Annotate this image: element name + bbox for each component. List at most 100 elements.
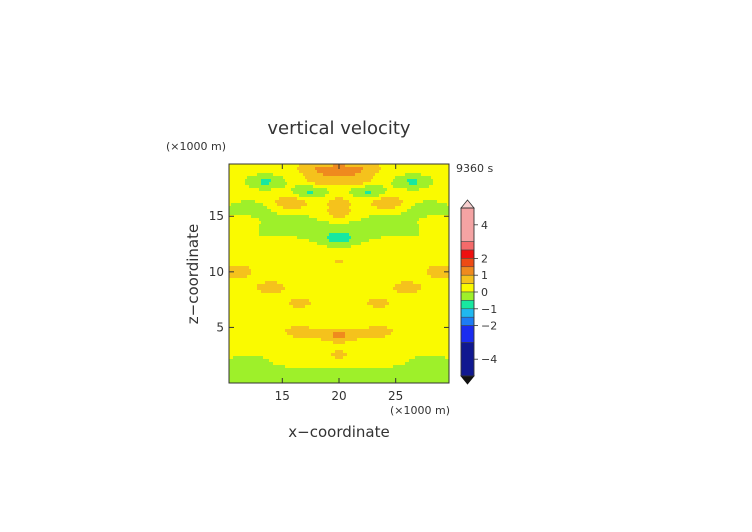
field-cell <box>447 170 450 174</box>
field-cell <box>381 281 384 285</box>
field-cell <box>273 185 276 189</box>
field-cell <box>317 278 320 282</box>
field-cell <box>289 176 292 180</box>
field-cell <box>327 260 330 264</box>
field-cell <box>243 191 246 195</box>
field-cell <box>409 176 412 180</box>
field-cell <box>287 206 290 210</box>
field-cell <box>429 194 432 198</box>
field-cell <box>421 212 424 216</box>
field-cell <box>423 263 426 267</box>
field-cell <box>263 299 266 303</box>
field-cell <box>417 269 420 273</box>
field-cell <box>299 239 302 243</box>
field-cell <box>277 194 280 198</box>
field-cell <box>367 191 370 195</box>
field-cell <box>283 224 286 228</box>
field-cell <box>355 239 358 243</box>
field-cell <box>245 185 248 189</box>
field-cell <box>353 296 356 300</box>
field-cell <box>409 284 412 288</box>
field-cell <box>409 218 412 222</box>
field-cell <box>339 191 342 195</box>
field-cell <box>273 254 276 258</box>
field-cell <box>431 215 434 219</box>
field-cell <box>351 236 354 240</box>
field-cell <box>447 167 450 171</box>
field-cell <box>409 212 412 216</box>
field-cell <box>265 278 268 282</box>
field-cell <box>315 245 318 249</box>
field-cell <box>311 236 314 240</box>
field-cell <box>357 185 360 189</box>
field-cell <box>247 197 250 201</box>
field-cell <box>389 269 392 273</box>
field-cell <box>261 287 264 291</box>
field-cell <box>229 296 232 300</box>
field-cell <box>271 257 274 261</box>
field-cell <box>329 296 332 300</box>
field-cell <box>373 281 376 285</box>
field-cell <box>245 167 248 171</box>
field-cell <box>275 239 278 243</box>
field-cell <box>319 176 322 180</box>
field-cell <box>345 251 348 255</box>
field-cell <box>313 182 316 186</box>
field-cell <box>433 191 436 195</box>
field-cell <box>271 182 274 186</box>
field-cell <box>237 278 240 282</box>
field-cell <box>311 230 314 234</box>
field-cell <box>351 182 354 186</box>
field-cell <box>297 257 300 261</box>
field-cell <box>287 167 290 171</box>
field-cell <box>243 245 246 249</box>
field-cell <box>409 281 412 285</box>
field-cell <box>301 233 304 237</box>
field-cell <box>233 269 236 273</box>
field-cell <box>349 197 352 201</box>
field-cell <box>313 188 316 192</box>
field-cell <box>351 230 354 234</box>
field-cell <box>429 257 432 261</box>
field-cell <box>391 254 394 258</box>
field-cell <box>387 179 390 183</box>
field-cell <box>363 242 366 246</box>
field-cell <box>411 248 414 252</box>
field-cell <box>339 221 342 225</box>
field-cell <box>419 287 422 291</box>
field-cell <box>275 260 278 264</box>
field-cell <box>373 188 376 192</box>
field-cell <box>423 242 426 246</box>
field-cell <box>239 206 242 210</box>
field-cell <box>413 200 416 204</box>
field-cell <box>243 299 246 303</box>
field-cell <box>371 227 374 231</box>
field-cell <box>335 287 338 291</box>
field-cell <box>265 227 268 231</box>
field-cell <box>327 185 330 189</box>
field-cell <box>373 242 376 246</box>
field-cell <box>379 233 382 237</box>
field-cell <box>445 293 448 297</box>
field-cell <box>351 167 354 171</box>
field-cell <box>423 224 426 228</box>
field-cell <box>315 215 318 219</box>
field-cell <box>395 272 398 276</box>
field-cell <box>347 176 350 180</box>
field-cell <box>315 281 318 285</box>
field-cell <box>379 251 382 255</box>
field-cell <box>423 260 426 264</box>
field-cell <box>355 263 358 267</box>
field-cell <box>443 290 446 294</box>
field-cell <box>425 203 428 207</box>
field-cell <box>403 251 406 255</box>
field-cell <box>383 212 386 216</box>
field-cell <box>389 290 392 294</box>
field-cell <box>307 203 310 207</box>
field-cell <box>313 176 316 180</box>
field-cell <box>299 167 302 171</box>
field-cell <box>345 275 348 279</box>
field-cell <box>375 215 378 219</box>
field-cell <box>283 179 286 183</box>
field-cell <box>345 221 348 225</box>
